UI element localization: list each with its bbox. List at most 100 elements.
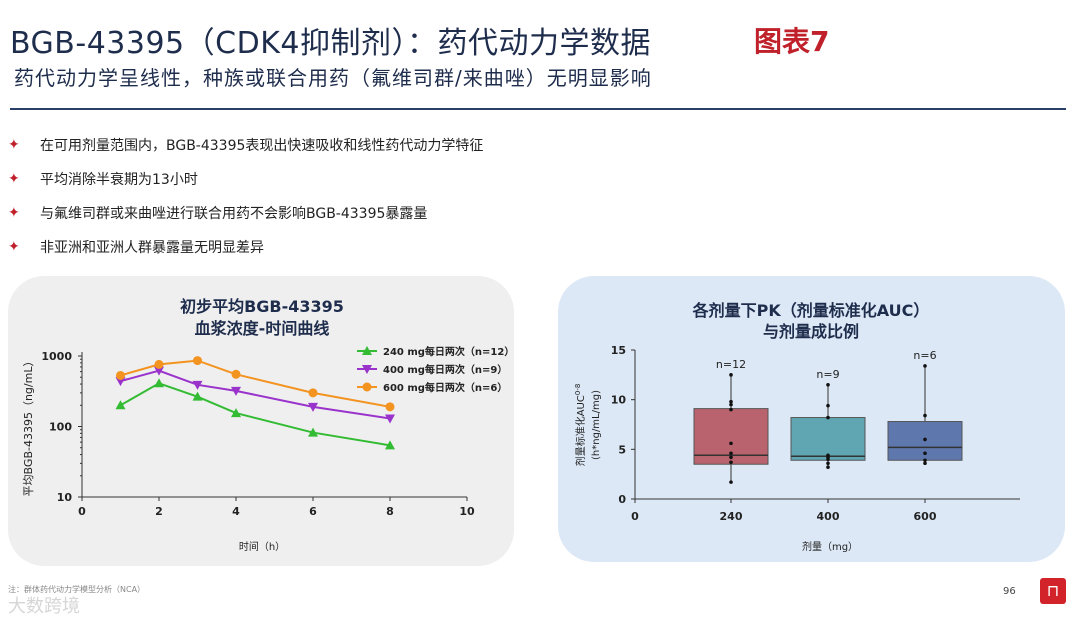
list-item: ✦ 平均消除半衰期为13小时 xyxy=(8,162,483,196)
x-axis-label: 剂量（mg） xyxy=(802,540,858,553)
company-logo-icon: ⊓ xyxy=(1040,578,1066,604)
data-point xyxy=(362,346,372,355)
list-item: ✦ 非亚洲和亚洲人群暴露量无明显差异 xyxy=(8,230,483,264)
data-point xyxy=(729,407,733,412)
x-tick-label: 10 xyxy=(459,505,475,518)
n-label: n=12 xyxy=(716,358,746,371)
data-point xyxy=(154,378,164,388)
data-point xyxy=(154,366,164,376)
star-icon: ✦ xyxy=(8,239,20,255)
data-point xyxy=(729,399,733,404)
series-line xyxy=(120,359,391,408)
star-icon: ✦ xyxy=(8,171,20,187)
y-tick-label: 10 xyxy=(57,491,73,504)
series-line xyxy=(120,369,391,420)
chart-subtitle: 血浆浓度-时间曲线 xyxy=(195,319,330,338)
data-point xyxy=(115,377,126,387)
data-point xyxy=(308,402,318,412)
x-tick-label: 0 xyxy=(631,510,639,523)
x-tick-label: 240 xyxy=(720,510,743,523)
data-point xyxy=(826,465,830,470)
data-point xyxy=(729,480,733,484)
x-tick-label: 2 xyxy=(155,505,163,518)
data-point xyxy=(729,402,733,407)
star-icon: ✦ xyxy=(8,137,20,153)
x-tick-label: 4 xyxy=(232,505,240,518)
y-tick-label: 5 xyxy=(618,443,626,456)
data-point xyxy=(729,460,733,465)
data-point xyxy=(729,455,733,460)
data-point xyxy=(116,370,125,380)
list-item: ✦ 在可用剂量范围内，BGB-43395表现出快速吸收和线性药代动力学特征 xyxy=(8,128,483,162)
data-point xyxy=(385,414,395,424)
y-tick-label: 10 xyxy=(611,394,627,407)
x-axis-label: 时间（h） xyxy=(239,540,285,553)
bullet-text: 与氟维司群或来曲唑进行联合用药不会影响BGB-43395暴露量 xyxy=(40,206,428,222)
bullet-text: 在可用剂量范围内，BGB-43395表现出快速吸收和线性药代动力学特征 xyxy=(40,138,484,154)
y-tick-label: 1000 xyxy=(41,350,72,363)
page-title: BGB-43395（CDK4抑制剂）：药代动力学数据 xyxy=(10,26,651,61)
data-point xyxy=(923,458,927,463)
data-point xyxy=(729,441,733,446)
y-axis-label: 平均BGB-43395（ng/mL） xyxy=(22,356,35,497)
y-tick-label: 0 xyxy=(618,493,626,506)
data-point xyxy=(923,451,927,456)
bullet-text: 平均消除半衰期为13小时 xyxy=(40,172,198,188)
key-findings-list: ✦ 在可用剂量范围内，BGB-43395表现出快速吸收和线性药代动力学特征 ✦ 平均… xyxy=(8,128,483,264)
data-point xyxy=(923,437,927,442)
list-item: ✦ 与氟维司群或来曲唑进行联合用药不会影响BGB-43395暴露量 xyxy=(8,196,483,230)
y-axis-label-line2: (h*ng/mL/mg) xyxy=(591,390,602,460)
n-label: n=9 xyxy=(816,368,839,381)
page-subtitle: 药代动力学呈线性，种族或联合用药（氟维司群/来曲唑）无明显影响 xyxy=(14,66,652,90)
header-divider xyxy=(10,108,1066,110)
data-point xyxy=(826,453,830,458)
footer-note: 注：群体药代动力学模型分析（NCA） xyxy=(8,585,146,594)
chart-subtitle: 与剂量成比例 xyxy=(763,322,859,341)
data-point xyxy=(826,382,830,387)
data-point xyxy=(385,402,395,412)
y-tick-label: 15 xyxy=(611,344,626,357)
data-point xyxy=(923,461,927,466)
data-point xyxy=(362,382,372,392)
bullet-text: 非亚洲和亚洲人群暴露量无明显差异 xyxy=(40,240,264,256)
page-number: 96 xyxy=(1003,586,1016,597)
x-tick-label: 0 xyxy=(78,505,86,518)
x-tick-label: 600 xyxy=(914,510,937,523)
y-axis-label-line1: 剂量标准化AUC0-8 xyxy=(574,384,587,467)
data-point xyxy=(923,364,927,368)
legend-label: 400 mg每日两次（n=9） xyxy=(383,363,507,376)
series-line xyxy=(120,382,391,447)
star-icon: ✦ xyxy=(8,205,20,221)
data-point xyxy=(923,413,927,418)
box-iqr xyxy=(790,417,866,461)
data-point xyxy=(362,365,372,374)
figure-label: 图表7 xyxy=(754,25,830,58)
x-tick-label: 8 xyxy=(386,505,394,518)
data-point xyxy=(154,359,164,369)
data-point xyxy=(308,427,318,437)
data-point xyxy=(308,388,318,398)
data-point xyxy=(826,461,830,466)
chart-title: 初步平均BGB-43395 xyxy=(180,297,344,316)
pk-curve-panel xyxy=(8,276,514,566)
data-point xyxy=(231,386,241,396)
data-point xyxy=(729,373,733,377)
legend-label: 240 mg每日两次（n=12） xyxy=(383,345,514,358)
data-point xyxy=(729,451,733,456)
data-point xyxy=(826,403,830,408)
data-point xyxy=(115,400,126,410)
data-point xyxy=(231,369,241,379)
y-tick-label: 100 xyxy=(49,421,72,434)
data-point xyxy=(385,440,395,450)
n-label: n=6 xyxy=(913,349,936,362)
x-tick-label: 6 xyxy=(309,505,317,518)
data-point xyxy=(192,391,203,401)
x-tick-label: 400 xyxy=(817,510,840,523)
chart-title: 各剂量下PK（剂量标准化AUC） xyxy=(692,301,930,320)
data-point xyxy=(193,356,202,366)
data-point xyxy=(826,415,830,420)
legend-label: 600 mg每日两次（n=6） xyxy=(383,381,507,394)
watermark: 大数跨境 xyxy=(8,596,80,617)
data-point xyxy=(231,408,241,418)
